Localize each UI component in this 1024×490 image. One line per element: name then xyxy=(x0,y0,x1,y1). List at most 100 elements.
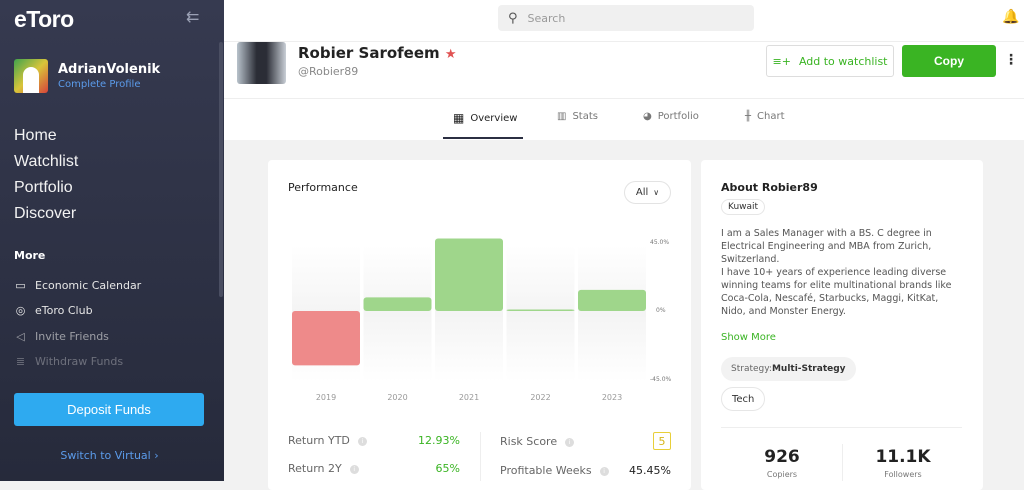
menu-etoro-club[interactable]: ◎ eToro Club xyxy=(14,304,93,317)
x-tick: 2020 xyxy=(387,393,408,402)
risk-score-badge: 5 xyxy=(653,432,671,450)
bell-icon[interactable]: 🔔 xyxy=(1002,9,1020,25)
nav-discover[interactable]: Discover xyxy=(14,205,77,222)
grid-icon: ▦ xyxy=(453,111,465,125)
bar-2019[interactable] xyxy=(292,311,360,366)
stat-risk-score-label: Risk Score i xyxy=(500,435,575,448)
tab-overview[interactable]: ▦ Overview xyxy=(453,111,517,125)
bio-paragraph: I am a Sales Manager with a BS. C degree… xyxy=(721,228,932,265)
pie-chart-icon: ◕ xyxy=(643,111,652,122)
candlestick-icon: ╫ xyxy=(745,111,752,122)
search-icon: ⚲ xyxy=(508,10,518,26)
bar-2020[interactable] xyxy=(363,297,432,311)
strategy-value: Multi-Strategy xyxy=(771,364,846,374)
nav-portfolio[interactable]: Portfolio xyxy=(14,179,73,196)
stat-label: Return 2Y xyxy=(288,462,342,475)
y-tick: 45.0% xyxy=(650,239,670,246)
divider xyxy=(224,98,1024,99)
strategy-chip[interactable]: Strategy: Multi-Strategy xyxy=(721,357,856,381)
followers-count: 11.1K xyxy=(875,447,931,467)
info-icon[interactable]: i xyxy=(599,466,609,476)
menu-invite-friends[interactable]: ◁ Invite Friends xyxy=(14,330,109,343)
tab-label: Portfolio xyxy=(657,111,699,122)
x-tick: 2019 xyxy=(315,393,337,402)
sidebar: eToro ⇇ AdrianVolenik Complete Profile H… xyxy=(0,0,224,481)
menu-economic-calendar[interactable]: ▭ Economic Calendar xyxy=(14,279,141,292)
nav-watchlist[interactable]: Watchlist xyxy=(14,153,79,170)
strategy-label: Strategy: xyxy=(731,364,772,374)
switch-to-virtual-link[interactable]: Switch to Virtual › xyxy=(60,449,159,462)
info-icon[interactable]: i xyxy=(565,437,575,447)
bar-2022[interactable] xyxy=(506,309,575,312)
divider xyxy=(842,444,843,481)
info-icon[interactable]: i xyxy=(357,436,367,446)
period-value: All xyxy=(635,187,649,198)
bar-background xyxy=(363,245,432,382)
copiers-label: Copiers xyxy=(766,470,798,479)
stat-return-2y-value: 65% xyxy=(435,462,460,475)
show-more-link[interactable]: Show More xyxy=(721,332,776,343)
divider xyxy=(721,427,962,428)
bio-paragraph: I have 10+ years of experience leading d… xyxy=(721,267,952,317)
info-icon[interactable]: i xyxy=(349,464,359,474)
followers-label: Followers xyxy=(884,470,922,479)
stat-profitable-weeks-label: Profitable Weeks i xyxy=(500,464,609,477)
nav-home[interactable]: Home xyxy=(14,127,57,144)
tab-label: Stats xyxy=(572,111,598,122)
country-chip: Kuwait xyxy=(721,199,766,215)
etoro-logo[interactable]: eToro xyxy=(14,6,74,32)
megaphone-icon: ◁ xyxy=(16,330,25,343)
copiers-count: 926 xyxy=(764,447,800,467)
x-tick: 2021 xyxy=(458,393,480,402)
profile-name: Robier Sarofeem ★ xyxy=(298,44,457,62)
stat-label: Return YTD xyxy=(288,434,350,447)
add-to-watchlist-button[interactable]: ≡+ Add to watchlist xyxy=(766,45,894,77)
stat-label: Risk Score xyxy=(500,435,558,448)
bar-chart-icon: ▥ xyxy=(557,111,567,122)
bar-2023[interactable] xyxy=(578,289,646,311)
menu-label: Invite Friends xyxy=(35,330,109,343)
stat-profitable-weeks-value: 45.45% xyxy=(629,464,671,477)
menu-label: Withdraw Funds xyxy=(35,355,124,368)
active-tab-indicator xyxy=(443,137,523,139)
sidebar-scrollbar[interactable] xyxy=(219,42,223,297)
stat-return-ytd-label: Return YTD i xyxy=(288,434,367,447)
bar-background xyxy=(506,245,575,382)
stat-return-ytd-value: 12.93% xyxy=(418,434,460,447)
deposit-funds-button[interactable]: Deposit Funds xyxy=(14,393,204,426)
about-title: About Robier89 xyxy=(721,181,818,194)
avatar[interactable] xyxy=(14,59,48,93)
tab-stats[interactable]: ▥ Stats xyxy=(557,111,598,122)
search-input[interactable]: ⚲ Search xyxy=(498,5,754,31)
stat-label: Profitable Weeks xyxy=(500,464,592,477)
complete-profile-link[interactable]: Complete Profile xyxy=(58,79,141,90)
tab-portfolio[interactable]: ◕ Portfolio xyxy=(643,111,699,122)
watchlist-label: Add to watchlist xyxy=(798,54,888,68)
coins-icon: ≣ xyxy=(15,355,26,368)
profile-photo xyxy=(237,42,286,84)
copy-button[interactable]: Copy xyxy=(902,45,996,77)
search-placeholder: Search xyxy=(527,11,566,25)
tab-chart[interactable]: ╫ Chart xyxy=(745,111,785,122)
bar-2021[interactable] xyxy=(435,238,503,311)
about-card xyxy=(701,160,983,490)
tag-chip[interactable]: Tech xyxy=(721,387,766,411)
divider xyxy=(224,41,1024,42)
profile-handle: @Robier89 xyxy=(298,65,359,78)
bar-background xyxy=(578,245,646,382)
menu-label: eToro Club xyxy=(35,304,93,317)
club-icon: ◎ xyxy=(15,304,26,317)
chevron-down-icon: ∨ xyxy=(653,188,660,197)
y-tick: -45.0% xyxy=(650,376,672,383)
watchlist-add-icon: ≡+ xyxy=(772,54,791,68)
x-tick: 2023 xyxy=(601,393,623,402)
menu-label: Economic Calendar xyxy=(35,279,142,292)
more-options-icon[interactable]: ⋮ xyxy=(1004,52,1018,68)
stat-return-2y-label: Return 2Y i xyxy=(288,462,359,475)
username[interactable]: AdrianVolenik xyxy=(58,62,161,77)
star-icon: ★ xyxy=(444,47,457,62)
collapse-sidebar-icon[interactable]: ⇇ xyxy=(186,7,200,26)
tab-label: Chart xyxy=(757,111,785,122)
period-dropdown[interactable]: All ∨ xyxy=(624,181,671,204)
menu-withdraw-funds[interactable]: ≣ Withdraw Funds xyxy=(14,355,123,368)
